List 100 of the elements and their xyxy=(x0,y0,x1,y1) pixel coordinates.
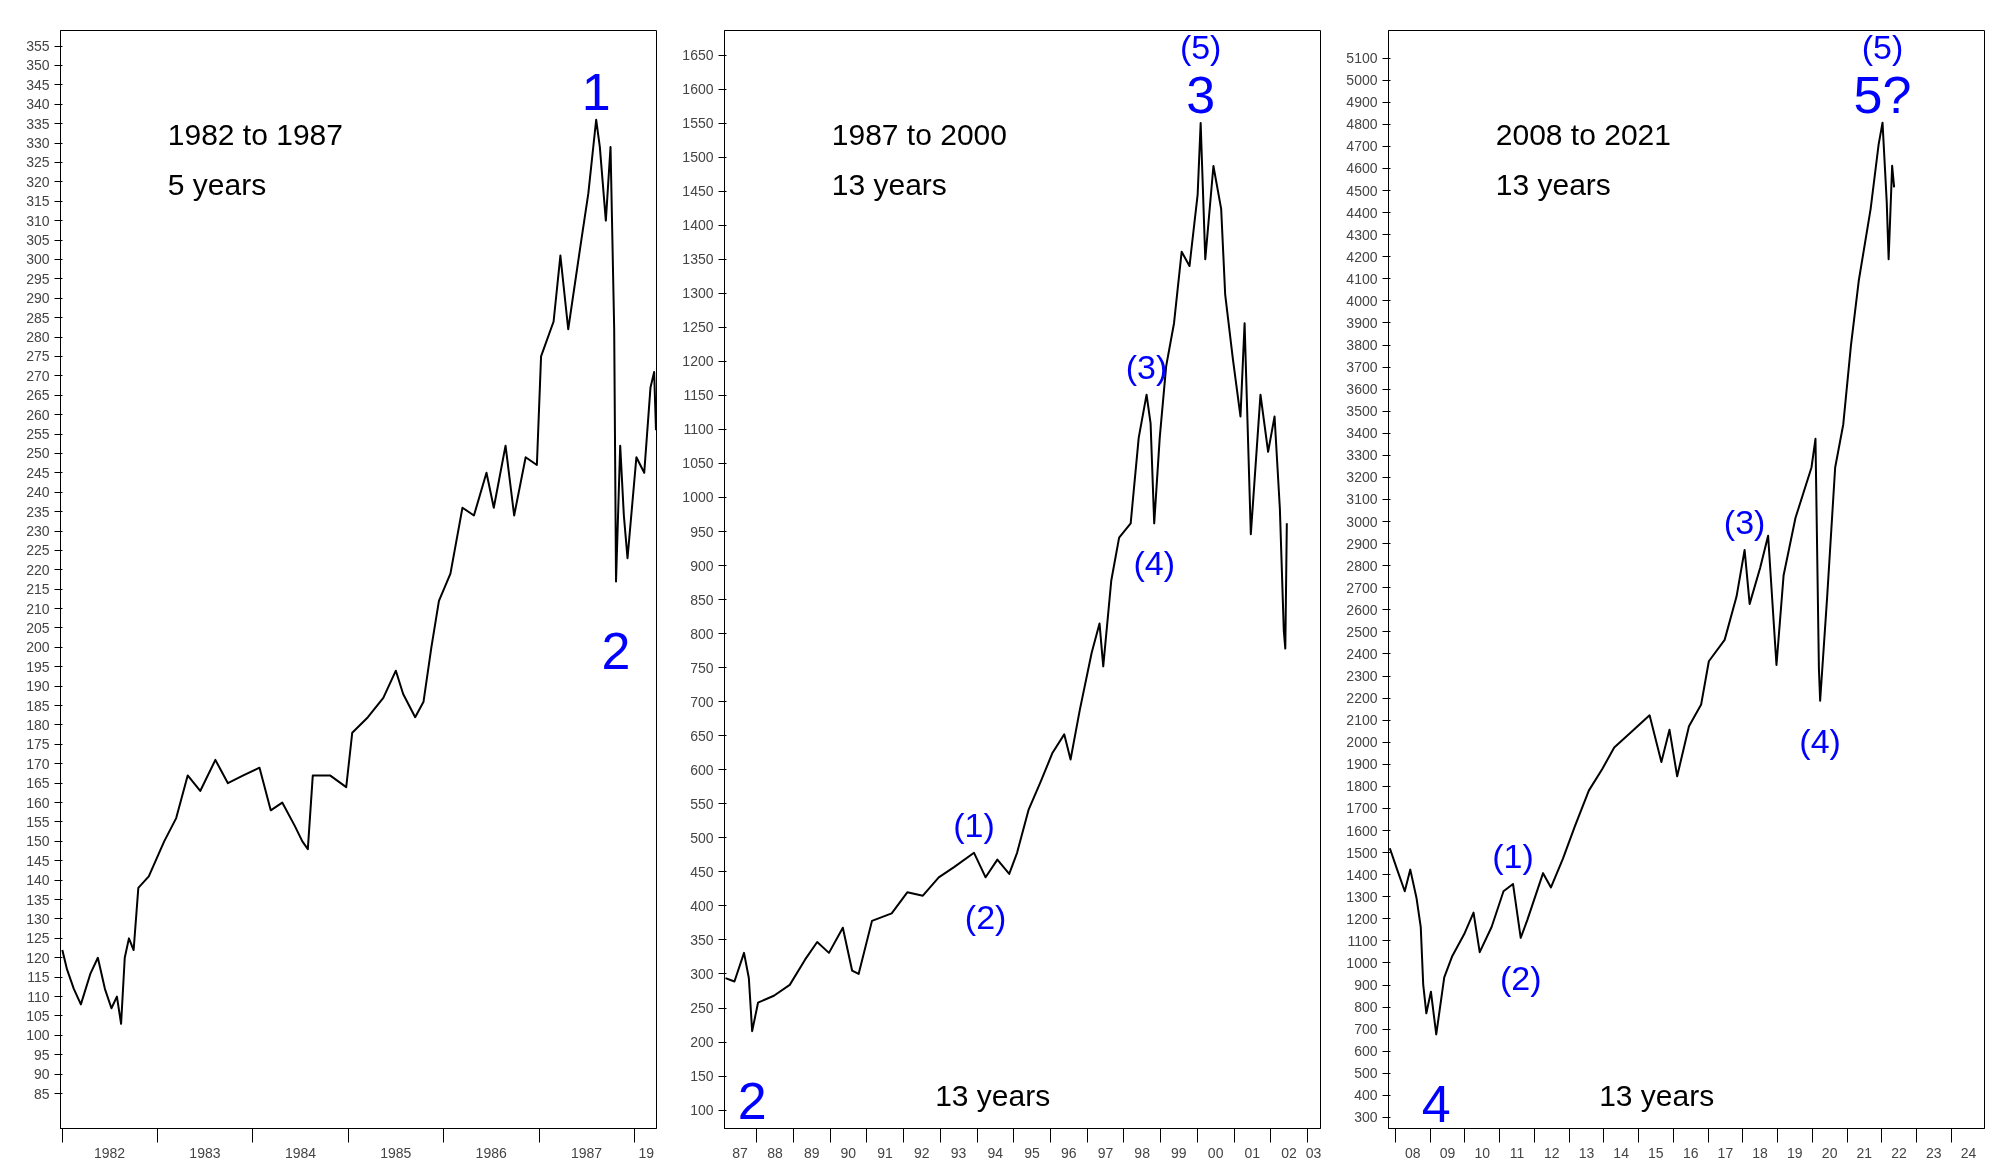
x-tick-label: 19 xyxy=(638,1144,655,1161)
x-tick-label: 08 xyxy=(1404,1144,1421,1161)
y-tick-label: 400 xyxy=(690,897,714,914)
x-tick-label: 16 xyxy=(1682,1144,1699,1161)
y-tick-label: 500 xyxy=(1354,1065,1378,1082)
y-tick-label: 750 xyxy=(690,659,714,676)
y-tick-label: 1600 xyxy=(682,81,714,98)
x-tick-label: 96 xyxy=(1060,1144,1077,1161)
y-tick-label: 1200 xyxy=(682,353,714,370)
x-tick-label: 99 xyxy=(1171,1144,1187,1161)
y-tick-label: 600 xyxy=(1354,1043,1378,1060)
text: 13 years xyxy=(1495,167,1611,201)
y-tick-label: 225 xyxy=(26,542,50,559)
y-tick-label: 4900 xyxy=(1346,94,1378,111)
y-tick-label: 3400 xyxy=(1346,425,1378,442)
y-tick-label: 1350 xyxy=(682,251,714,268)
y-tick-label: 1600 xyxy=(1346,822,1378,839)
y-tick-label: 4700 xyxy=(1346,138,1378,155)
y-tick-label: 1000 xyxy=(1346,954,1378,971)
x-tick-label: 90 xyxy=(840,1144,857,1161)
x-tick-label: 10 xyxy=(1474,1144,1491,1161)
x-tick-label: 95 xyxy=(1024,1144,1040,1161)
y-tick-label: 315 xyxy=(26,193,50,210)
y-tick-label: 2900 xyxy=(1346,535,1378,552)
y-tick-label: 1700 xyxy=(1346,800,1378,817)
y-tick-label: 4400 xyxy=(1346,204,1378,221)
text: 5 years xyxy=(167,167,267,201)
text: 1987 to 2000 xyxy=(831,118,1007,152)
x-tick-label: 98 xyxy=(1134,1144,1151,1161)
x-tick-label: 89 xyxy=(803,1144,820,1161)
y-tick-label: 1050 xyxy=(682,455,714,472)
y-tick-label: 350 xyxy=(690,931,714,948)
y-tick-label: 3500 xyxy=(1346,403,1378,420)
y-tick-label: 200 xyxy=(690,1034,714,1051)
x-tick-label: 12 xyxy=(1543,1144,1560,1161)
x-tick-label: 1987 xyxy=(570,1144,603,1161)
y-tick-label: 2000 xyxy=(1346,734,1378,751)
x-tick-label: 1983 xyxy=(189,1144,221,1161)
y-tick-label: 2500 xyxy=(1346,623,1378,640)
y-tick-label: 1300 xyxy=(1346,888,1378,905)
y-tick-label: 5100 xyxy=(1346,50,1378,67)
y-tick-label: 325 xyxy=(26,154,50,171)
y-tick-label: 150 xyxy=(690,1068,714,1085)
x-tick-label: 1984 xyxy=(284,1144,317,1161)
y-tick-label: 330 xyxy=(26,135,50,152)
y-tick-label: 120 xyxy=(26,949,50,966)
y-tick-label: 270 xyxy=(26,367,50,384)
y-tick-label: 260 xyxy=(26,406,50,423)
y-tick-label: 3900 xyxy=(1346,314,1378,331)
annotation: (4) xyxy=(1799,721,1841,760)
y-tick-label: 145 xyxy=(26,852,50,869)
annotation: (5) xyxy=(1861,27,1904,66)
x-tick-label: 92 xyxy=(914,1144,930,1161)
annotation: (4) xyxy=(1133,544,1175,583)
y-tick-label: 300 xyxy=(690,965,714,982)
annotation: 13 years xyxy=(1599,1079,1715,1113)
annotation: 4 xyxy=(1421,1075,1451,1134)
x-tick-label: 18 xyxy=(1752,1144,1769,1161)
y-tick-label: 2100 xyxy=(1346,712,1378,729)
y-tick-label: 155 xyxy=(26,813,50,830)
y-tick-label: 195 xyxy=(26,658,50,675)
x-tick-label: 94 xyxy=(987,1144,1004,1161)
x-tick-label: 1985 xyxy=(380,1144,412,1161)
y-tick-label: 850 xyxy=(690,591,714,608)
text: 2008 to 2021 xyxy=(1495,118,1671,152)
x-tick-label: 09 xyxy=(1439,1144,1456,1161)
y-tick-label: 1200 xyxy=(1346,910,1378,927)
y-tick-label: 140 xyxy=(26,872,50,889)
y-tick-label: 4300 xyxy=(1346,226,1378,243)
y-tick-label: 800 xyxy=(1354,999,1378,1016)
y-tick-label: 2800 xyxy=(1346,557,1378,574)
y-tick-label: 1800 xyxy=(1346,778,1378,795)
y-tick-label: 3700 xyxy=(1346,359,1378,376)
y-tick-label: 245 xyxy=(26,464,50,481)
y-tick-label: 130 xyxy=(26,910,50,927)
y-tick-label: 320 xyxy=(26,173,50,190)
y-tick-label: 800 xyxy=(690,625,714,642)
x-tick-label: 22 xyxy=(1891,1144,1908,1161)
y-tick-label: 185 xyxy=(26,697,50,714)
y-tick-label: 1900 xyxy=(1346,756,1378,773)
y-tick-label: 125 xyxy=(26,930,50,947)
x-tick-label: 23 xyxy=(1926,1144,1942,1161)
y-tick-label: 90 xyxy=(33,1066,50,1083)
y-tick-label: 4200 xyxy=(1346,248,1378,265)
x-tick-label: 24 xyxy=(1960,1144,1977,1161)
y-tick-label: 165 xyxy=(26,775,50,792)
annotation: (1) xyxy=(1492,836,1534,875)
y-tick-label: 700 xyxy=(1354,1021,1378,1038)
x-tick-label: 20 xyxy=(1821,1144,1838,1161)
text: 1982 to 1987 xyxy=(167,118,343,152)
y-tick-label: 1400 xyxy=(682,217,714,234)
x-tick-label: 02 xyxy=(1281,1144,1298,1161)
x-tick-label: 00 xyxy=(1207,1144,1224,1161)
annotation: (5) xyxy=(1179,28,1222,67)
annotation: (2) xyxy=(964,898,1007,937)
y-tick-label: 110 xyxy=(27,988,50,1005)
x-tick-label: 21 xyxy=(1856,1144,1873,1161)
y-tick-label: 600 xyxy=(690,761,714,778)
annotation: (3) xyxy=(1125,347,1168,386)
x-tick-label: 91 xyxy=(877,1144,894,1161)
